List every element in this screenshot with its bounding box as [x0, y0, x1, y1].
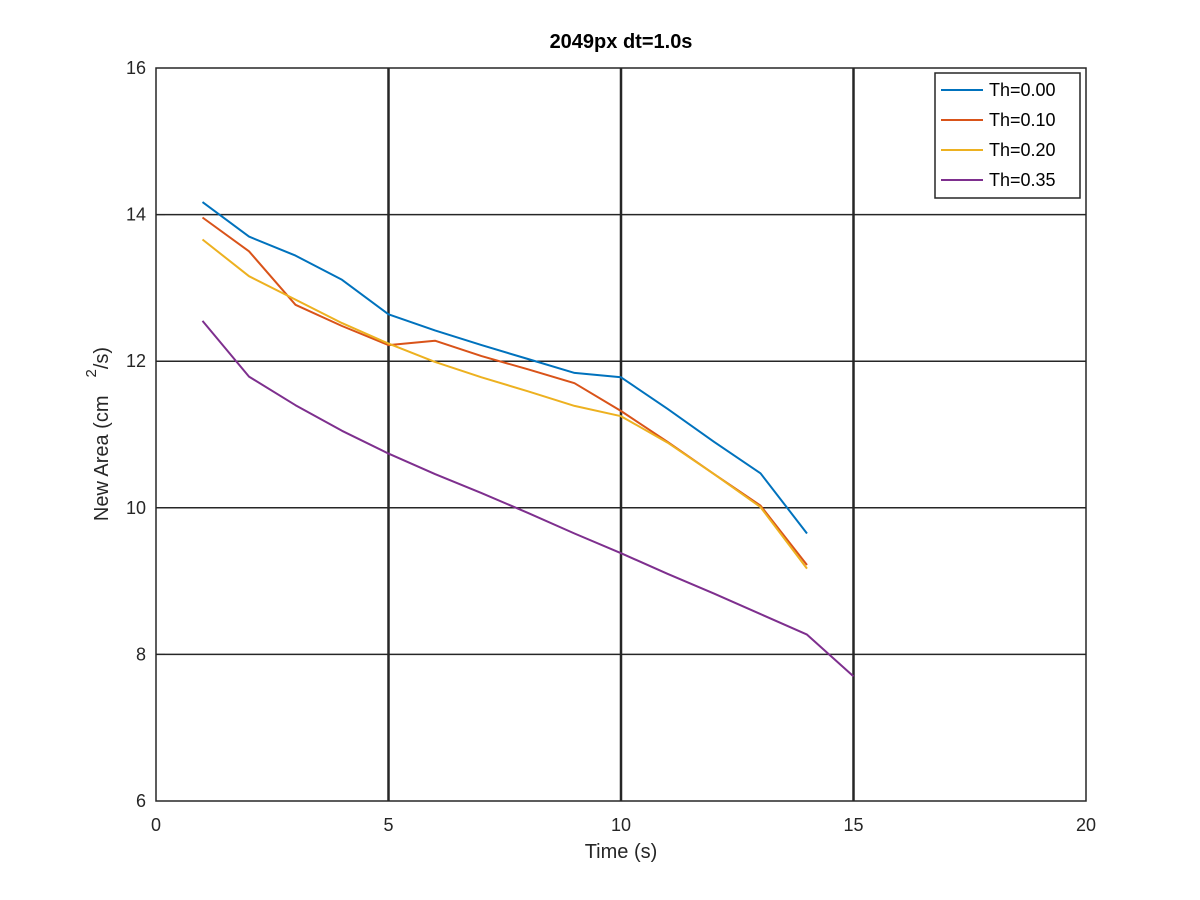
x-tick-label: 10 — [611, 815, 631, 835]
x-tick-label: 20 — [1076, 815, 1096, 835]
y-tick-label: 8 — [136, 644, 146, 664]
legend-box — [934, 72, 1081, 199]
y-axis-label-main: New Area (cm — [91, 395, 113, 521]
x-axis-label: Time (s) — [585, 841, 658, 863]
y-axis-label-suffix: /s) — [91, 347, 113, 369]
series-group — [201, 201, 855, 678]
y-axis-label-superscript: 2 — [83, 369, 100, 377]
chart-title: 2049px dt=1.0s — [550, 31, 693, 53]
legend-label-3: Th=0.20 — [989, 140, 1056, 160]
y-tick-label: 14 — [126, 205, 146, 225]
series-line-1 — [201, 201, 808, 535]
legend-label-1: Th=0.00 — [989, 80, 1056, 100]
y-axis-label: New Area (cm 2/s) — [83, 347, 113, 521]
series-line-4 — [201, 320, 855, 678]
ticks: 0 5 10 15 20 6 8 10 12 14 16 — [126, 58, 1096, 835]
series-line-3 — [201, 238, 808, 570]
y-tick-label: 6 — [136, 791, 146, 811]
x-tick-label: 0 — [151, 815, 161, 835]
x-tick-label: 15 — [843, 815, 863, 835]
grid — [156, 68, 1086, 801]
legend-label-4: Th=0.35 — [989, 170, 1056, 190]
x-tick-label: 5 — [383, 815, 393, 835]
y-tick-label: 12 — [126, 351, 146, 371]
y-tick-label: 16 — [126, 58, 146, 78]
y-tick-label: 10 — [126, 498, 146, 518]
legend: Th=0.00 Th=0.10 Th=0.20 Th=0.35 — [934, 72, 1081, 199]
legend-label-2: Th=0.10 — [989, 110, 1056, 130]
